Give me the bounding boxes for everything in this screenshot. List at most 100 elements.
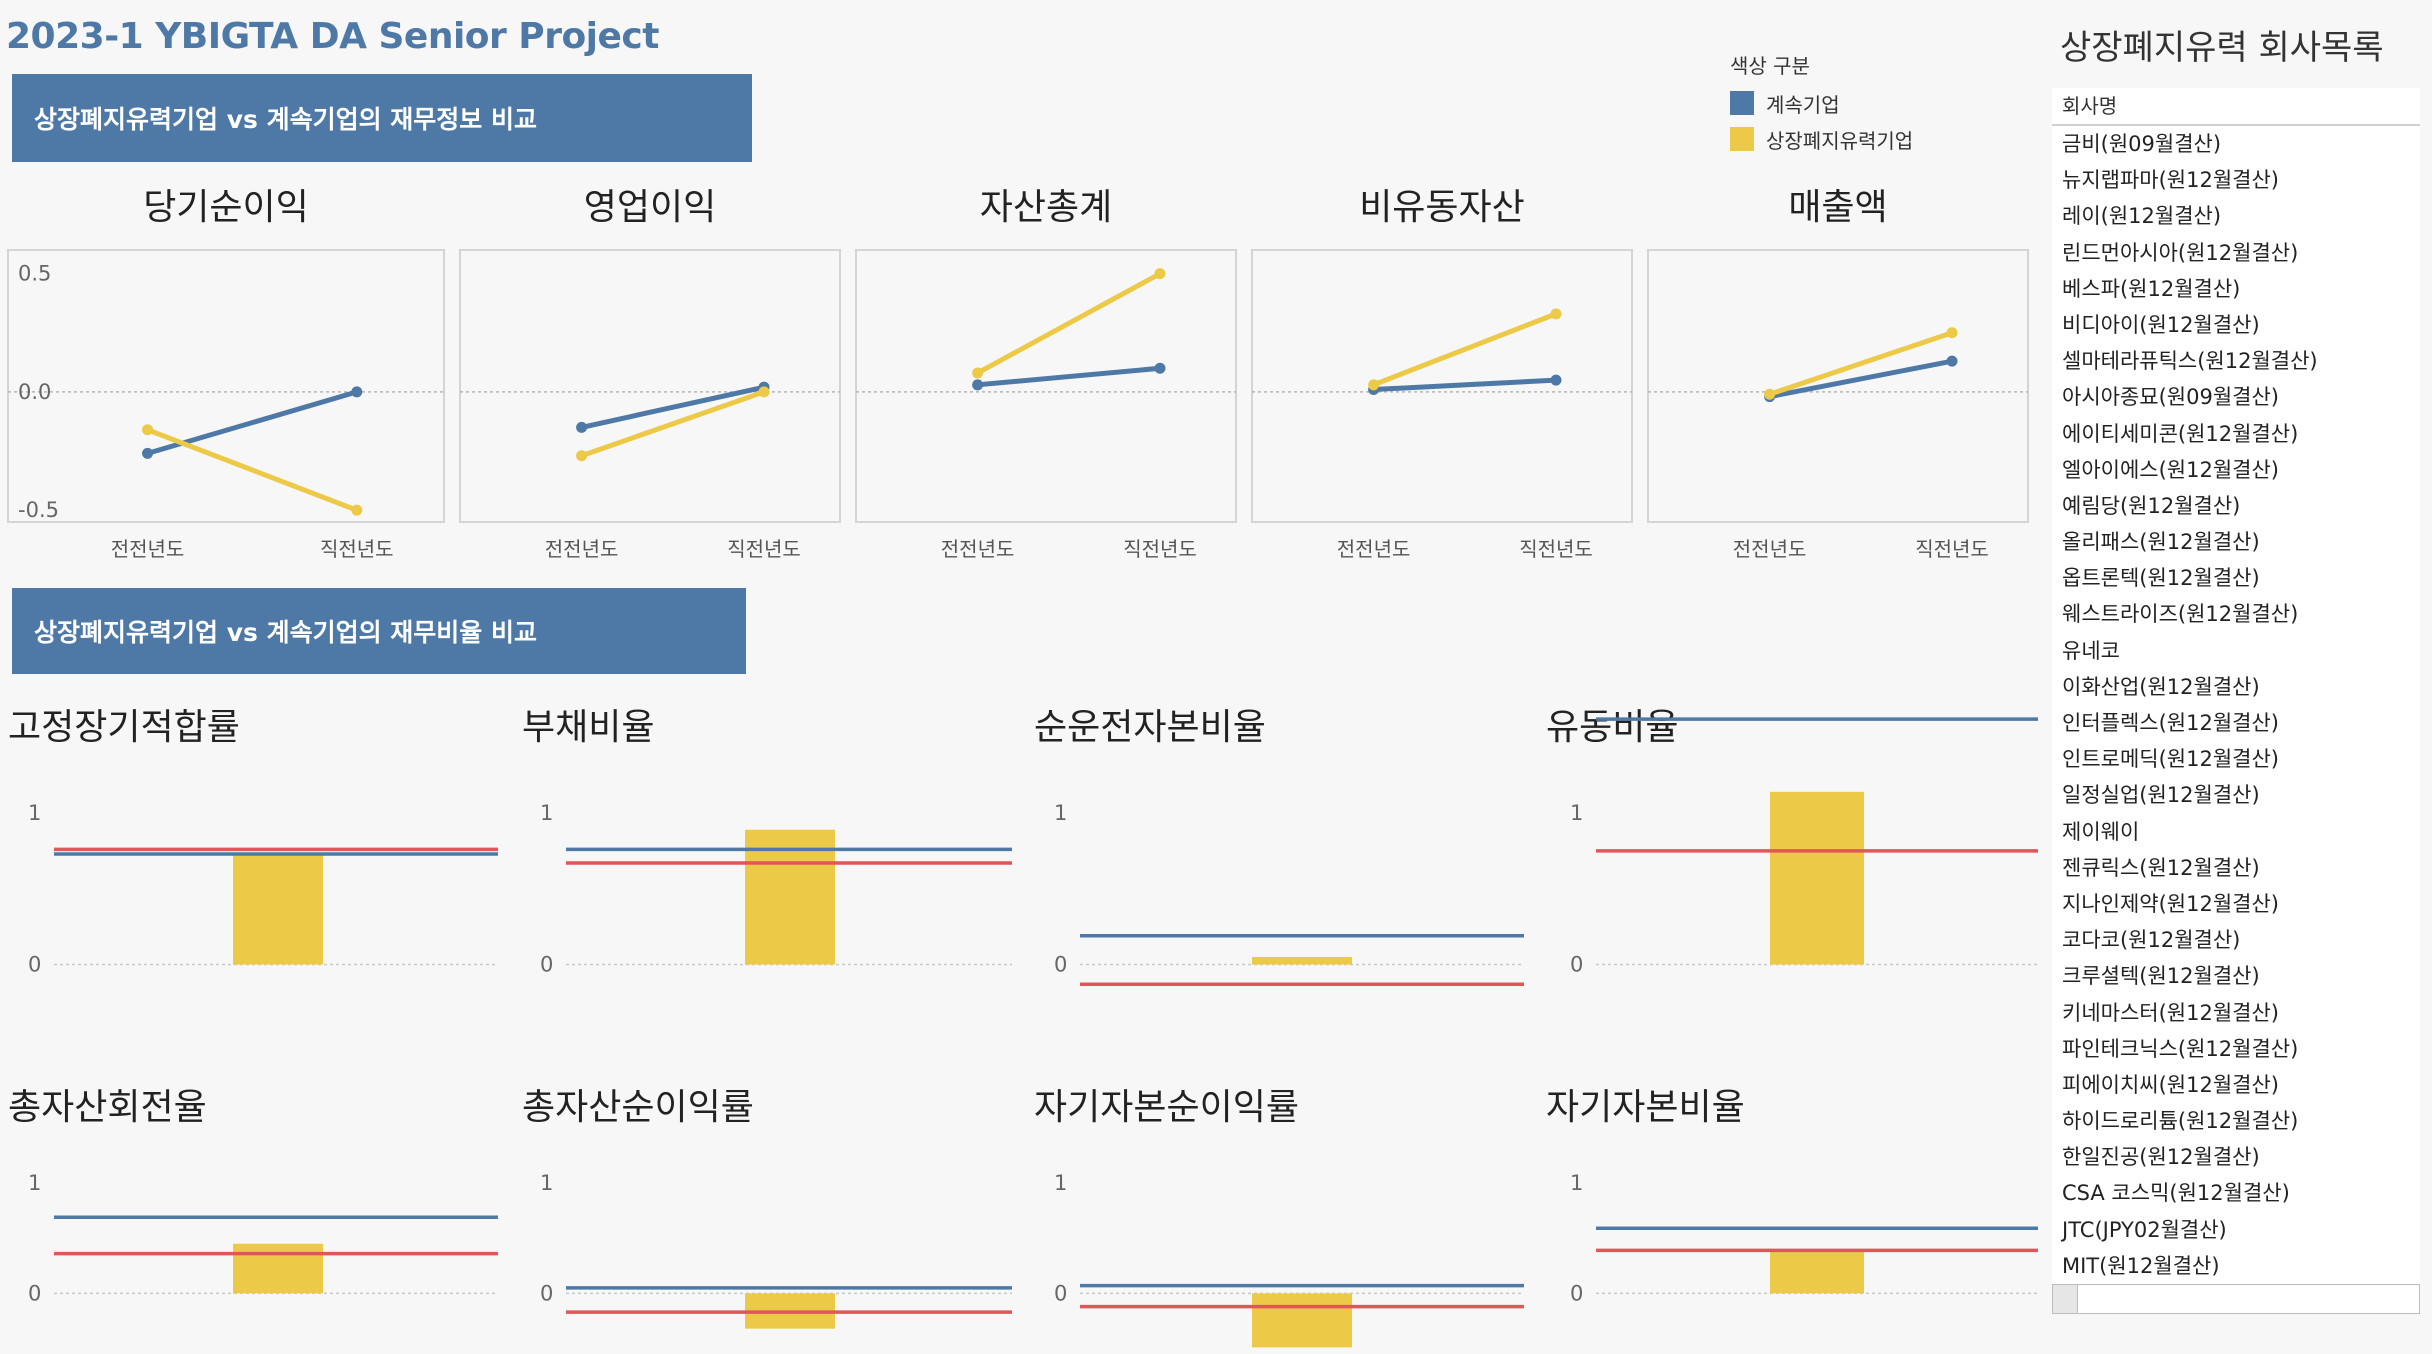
horizontal-scrollbar[interactable]: [2052, 1284, 2420, 1314]
y-tick-label: 1: [1570, 801, 1583, 825]
company-list-item[interactable]: 코다코(원12월결산): [2052, 922, 2420, 959]
data-point-delisting: [351, 504, 363, 516]
series-line-delisting: [975, 271, 1163, 376]
company-list-item[interactable]: 일정실업(원12월결산): [2052, 777, 2420, 814]
series-line-continuing: [975, 365, 1163, 388]
company-list-item[interactable]: 인터플렉스(원12월결산): [2052, 705, 2420, 742]
data-point-delisting: [1154, 268, 1166, 280]
legend-item-continuing[interactable]: 계속기업: [1730, 85, 1913, 121]
company-list-item[interactable]: 아시아종묘(원09월결산): [2062, 385, 2279, 410]
company-list-item[interactable]: 비디아이(원12월결산): [2062, 312, 2260, 337]
company-list-item[interactable]: 린드먼아시아(원12월결산): [2062, 240, 2299, 265]
y-tick-label: 1: [540, 801, 553, 825]
chart-title-total-assets: 자산총계: [979, 187, 1113, 228]
bar-delisting-debt-ratio: [745, 829, 835, 965]
charts-canvas[interactable]: 0.5 0.0 -0.5 전전년도 직전년도 전전년도 직전년도 전전년도 직전년도 전전년도 직전…: [0, 0, 2040, 1354]
page-title: 2023-1 YBIGTA DA Senior Project: [6, 16, 659, 57]
company-list-item[interactable]: 지나인제약(원12월결산): [2062, 891, 2279, 916]
company-list-item[interactable]: 셀마테라퓨틱스(원12월결산): [2052, 343, 2420, 380]
company-list-item[interactable]: 키네마스터(원12월결산): [2052, 994, 2420, 1031]
company-list-item[interactable]: 올리패스(원12월결산): [2062, 530, 2260, 555]
x-tick-label: 전전년도: [1337, 537, 1411, 561]
data-point-delisting: [576, 450, 588, 462]
data-point-continuing: [351, 386, 363, 398]
chart-title-noncurrent-assets: 비유동자산: [1359, 187, 1525, 228]
chart-title-net-working-capital-ratio: 순운전자본비율: [1034, 707, 1266, 748]
data-point-delisting: [1946, 327, 1958, 339]
chart-title-revenue: 매출액: [1788, 187, 1888, 228]
company-list-item[interactable]: 유네코: [2052, 632, 2420, 669]
chart-title-net-income: 당기순이익: [143, 187, 309, 228]
data-point-continuing: [1550, 374, 1562, 386]
y-tick-label: 0: [1054, 1281, 1067, 1305]
legend-item-delisting[interactable]: 상장폐지유력기업: [1730, 121, 1913, 157]
company-list-item[interactable]: 파인테크닉스(원12월결산): [2062, 1036, 2299, 1061]
y-tick-label: 1: [1054, 1171, 1067, 1195]
company-list-item[interactable]: 피에이치씨(원12월결산): [2052, 1066, 2420, 1104]
data-point-continuing: [142, 447, 154, 459]
company-list-item[interactable]: 옵트론텍(원12월결산): [2052, 560, 2420, 597]
data-point-continuing: [576, 421, 588, 433]
y-tick-label: 1: [1570, 1171, 1583, 1195]
data-point-delisting: [972, 367, 984, 379]
company-list-item[interactable]: 이화산업(원12월결산): [2062, 674, 2260, 699]
company-list[interactable]: 회사명 금비(원09월결산) 뉴지랩파마(원12월결산) 레이(원12월결산) 린드먼…: [2052, 88, 2420, 1314]
series-line-delisting: [1767, 330, 1955, 397]
x-tick-label: 직전년도: [1123, 537, 1197, 561]
series-line-delisting: [1371, 311, 1559, 388]
chart-title-current-ratio: 유동비율: [1546, 707, 1679, 748]
legend-swatch-continuing: [1730, 91, 1754, 115]
x-tick-label: 직전년도: [727, 537, 801, 561]
company-list-item[interactable]: 금비(원09월결산): [2052, 126, 2420, 163]
data-point-continuing: [1946, 355, 1958, 367]
color-legend[interactable]: 색상 구분 계속기업 상장폐지유력기업: [1730, 50, 1913, 157]
sidebar-title: 상장폐지유력 회사목록: [2060, 28, 2384, 68]
data-point-delisting: [758, 386, 770, 398]
company-list-item[interactable]: 웨스트라이즈(원12월결산): [2062, 602, 2299, 627]
company-list-header: 회사명: [2052, 88, 2420, 126]
bar-delisting-net-working-capital-ratio: [1252, 956, 1352, 965]
data-point-continuing: [1154, 362, 1166, 374]
y-tick-label: 0.0: [18, 380, 51, 404]
company-list-item[interactable]: 젠큐릭스(원12월결산): [2052, 849, 2420, 886]
company-list-item[interactable]: CSA 코스믹(원12월결산): [2062, 1181, 2290, 1206]
bar-delisting-fixed-long-term-ratio: [233, 853, 323, 965]
company-list-item[interactable]: 하이드로리튬(원12월결산): [2062, 1109, 2299, 1134]
chart-title-roa: 총자산순이익률: [522, 1087, 754, 1128]
company-list-item[interactable]: MIT(원12월결산): [2062, 1253, 2220, 1278]
company-list-item[interactable]: 에이티세미콘(원12월결산): [2052, 415, 2420, 452]
y-tick-label: 0: [1570, 953, 1583, 977]
bar-delisting-asset-turnover: [233, 1243, 323, 1294]
chart-title-operating-income: 영업이익: [583, 187, 717, 228]
company-list-item[interactable]: 한일진공(원12월결산): [2052, 1139, 2420, 1176]
company-list-items: 금비(원09월결산) 뉴지랩파마(원12월결산) 레이(원12월결산) 린드먼아시아(…: [2052, 126, 2420, 1284]
x-tick-label: 직전년도: [1519, 537, 1593, 561]
x-tick-label: 직전년도: [320, 537, 394, 561]
data-point-delisting: [142, 424, 154, 436]
y-tick-label: 1: [1054, 801, 1067, 825]
data-point-delisting: [1368, 379, 1380, 391]
y-tick-label: 1: [28, 1171, 41, 1195]
y-tick-label: 1: [28, 801, 41, 825]
series-line-delisting: [145, 427, 360, 513]
company-list-item[interactable]: 뉴지랩파마(원12월결산): [2062, 168, 2279, 193]
scroll-left-button[interactable]: [2053, 1285, 2078, 1313]
chart-title-debt-ratio: 부채비율: [522, 707, 655, 748]
company-list-item[interactable]: 크루셜텍(원12월결산): [2062, 964, 2260, 989]
company-list-item[interactable]: 엘아이에스(원12월결산): [2062, 457, 2279, 482]
y-tick-label: 0: [540, 1281, 553, 1305]
plot-frame-operating-income: [459, 249, 841, 523]
company-list-item[interactable]: 인트로메딕(원12월결산): [2062, 747, 2279, 772]
plot-frame-total-assets: [855, 249, 1237, 523]
company-list-item[interactable]: JTC(JPY02월결산): [2052, 1211, 2420, 1248]
company-list-item[interactable]: 예림당(원12월결산): [2052, 487, 2420, 525]
bar-delisting-roe: [1252, 1293, 1352, 1348]
company-list-item[interactable]: 레이(원12월결산): [2052, 198, 2420, 235]
company-list-item[interactable]: 베스파(원12월결산): [2052, 270, 2420, 307]
y-tick-label: 0: [1570, 1281, 1583, 1305]
company-list-item[interactable]: 제이웨이: [2062, 819, 2140, 844]
y-tick-label: 0: [28, 953, 41, 977]
chart-title-fixed-long-term-ratio: 고정장기적합률: [8, 707, 240, 748]
data-point-delisting: [1550, 308, 1562, 320]
data-point-continuing: [972, 379, 984, 391]
